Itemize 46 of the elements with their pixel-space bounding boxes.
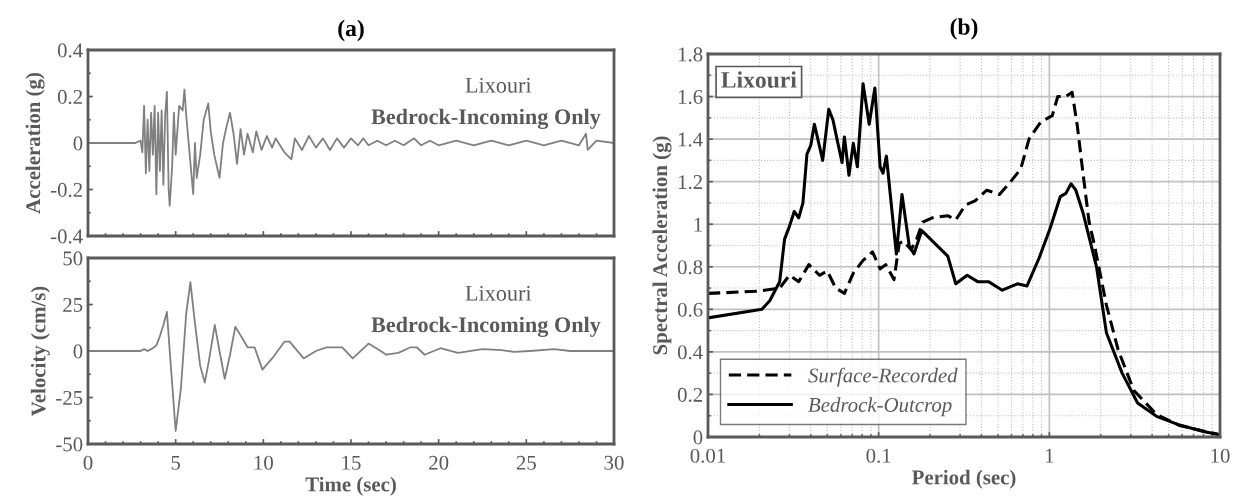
x-tick-label: 15 — [342, 455, 361, 470]
y-tick-label: 1.2 — [678, 175, 702, 190]
x-tick-label: 0.1 — [866, 448, 891, 463]
y-axis-title: Acceleration (g) — [25, 73, 45, 214]
y-tick-label: 25 — [63, 297, 83, 312]
x-axis-title: Period (sec) — [912, 469, 1016, 489]
y-tick-label: -25 — [56, 390, 83, 405]
x-tick-label: 0 — [83, 455, 93, 470]
y-tick-label: 0.8 — [677, 260, 703, 275]
y-tick-label: 50 — [63, 251, 83, 266]
legend-label: Bedrock-Outcrop — [808, 397, 952, 417]
y-tick-label: -0.2 — [50, 182, 82, 198]
annotation: Bedrock-Incoming Only — [371, 316, 601, 337]
y-tick-label: -50 — [56, 437, 83, 452]
x-axis-title: Time (sec) — [305, 476, 396, 496]
line-series — [88, 281, 614, 432]
annotation: Bedrock-Incoming Only — [371, 108, 601, 129]
y-axis-title: Velocity (cm/s) — [30, 286, 50, 417]
annotation: Lixouri — [465, 77, 532, 93]
x-tick-label: 0.01 — [690, 448, 725, 463]
chart-title: (b) — [950, 18, 978, 40]
y-tick-label: 0.4 — [57, 43, 83, 58]
legend-label: Surface-Recorded — [808, 367, 958, 387]
annotation: Lixouri — [721, 71, 797, 88]
y-tick-label: 0 — [693, 430, 703, 445]
y-tick-label: 1.8 — [678, 47, 703, 62]
y-tick-label: 1 — [694, 217, 702, 232]
x-tick-label: 20 — [429, 455, 449, 470]
y-tick-label: -0.4 — [50, 229, 83, 244]
x-tick-label: 10 — [1211, 448, 1230, 463]
x-tick-label: 30 — [604, 455, 624, 470]
y-tick-label: 0.4 — [677, 345, 703, 360]
y-tick-label: 0 — [73, 136, 83, 151]
y-tick-label: 0.2 — [677, 387, 702, 402]
y-tick-label: 1.4 — [678, 132, 703, 147]
x-tick-label: 5 — [171, 455, 181, 470]
x-tick-label: 1 — [1045, 448, 1054, 463]
y-tick-label: 0.2 — [57, 89, 82, 105]
y-tick-label: 1.6 — [678, 89, 703, 105]
y-axis-title: Spectral Acceleration (g) — [652, 136, 672, 355]
x-tick-label: 25 — [516, 455, 536, 470]
x-tick-label: 10 — [254, 455, 273, 470]
annotation: Lixouri — [465, 285, 532, 301]
y-tick-label: 0.6 — [677, 302, 703, 317]
y-tick-label: 0 — [73, 344, 83, 359]
chart-title: (a) — [338, 19, 364, 42]
